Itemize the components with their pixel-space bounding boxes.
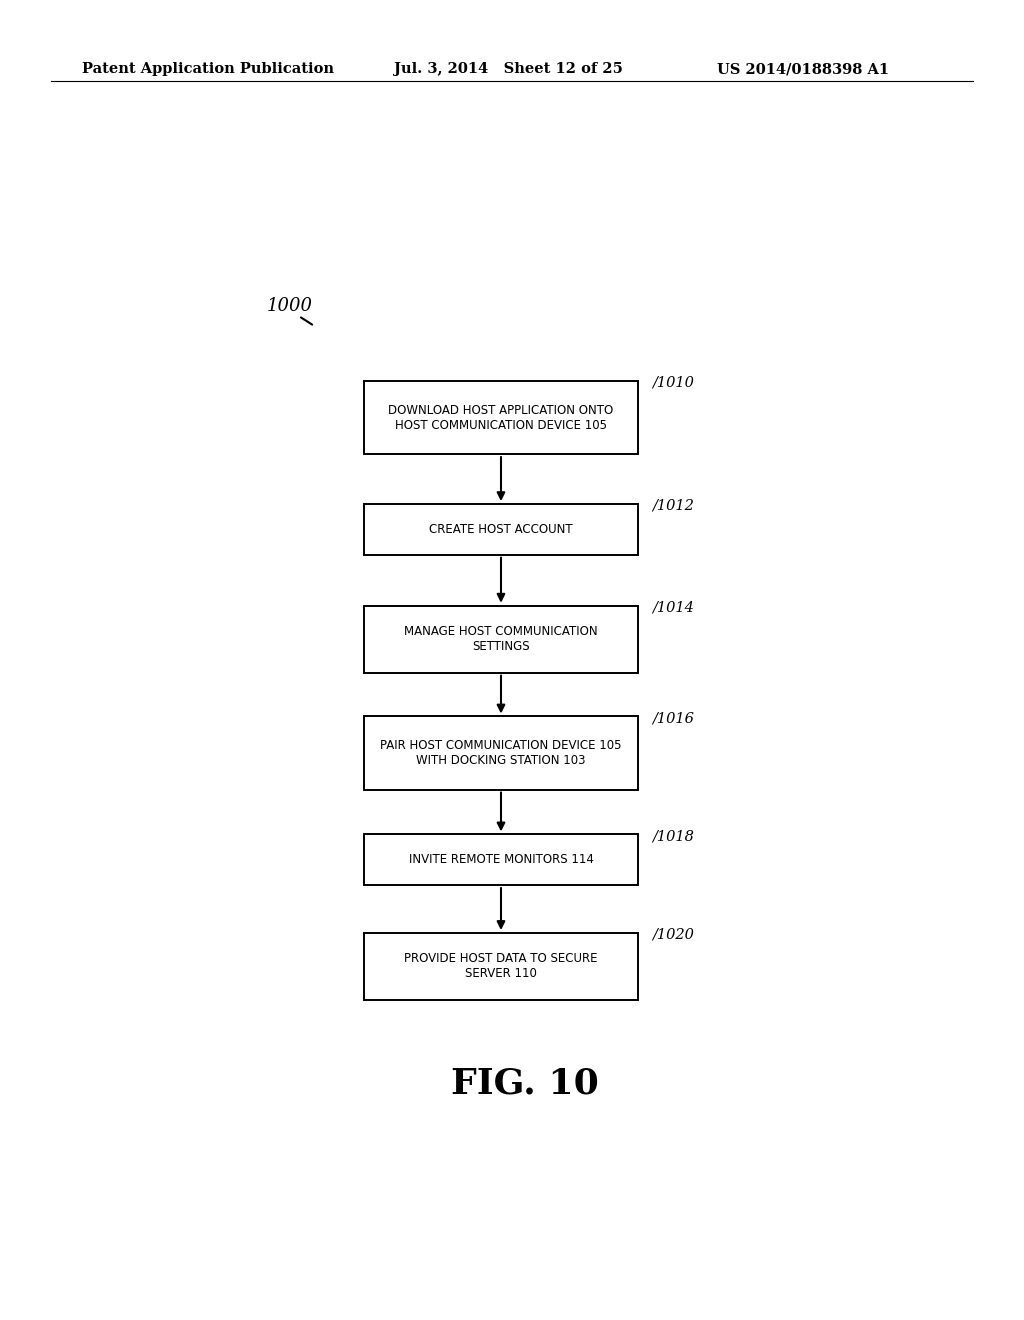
Text: CREATE HOST ACCOUNT: CREATE HOST ACCOUNT [429, 523, 572, 536]
Bar [365, 381, 638, 454]
Text: /1012: /1012 [652, 499, 694, 513]
Text: /1020: /1020 [652, 928, 694, 941]
Text: US 2014/0188398 A1: US 2014/0188398 A1 [717, 62, 889, 77]
Text: DOWNLOAD HOST APPLICATION ONTO
HOST COMMUNICATION DEVICE 105: DOWNLOAD HOST APPLICATION ONTO HOST COMM… [388, 404, 613, 432]
Bar [365, 606, 638, 673]
Bar [365, 933, 638, 1001]
Bar [365, 717, 638, 789]
Text: Jul. 3, 2014   Sheet 12 of 25: Jul. 3, 2014 Sheet 12 of 25 [394, 62, 624, 77]
Text: MANAGE HOST COMMUNICATION
SETTINGS: MANAGE HOST COMMUNICATION SETTINGS [404, 626, 598, 653]
Bar [365, 834, 638, 886]
Text: PAIR HOST COMMUNICATION DEVICE 105
WITH DOCKING STATION 103: PAIR HOST COMMUNICATION DEVICE 105 WITH … [380, 739, 622, 767]
Text: PROVIDE HOST DATA TO SECURE
SERVER 110: PROVIDE HOST DATA TO SECURE SERVER 110 [404, 953, 598, 981]
Text: INVITE REMOTE MONITORS 114: INVITE REMOTE MONITORS 114 [409, 853, 594, 866]
Text: FIG. 10: FIG. 10 [451, 1067, 599, 1101]
Text: /1010: /1010 [652, 376, 694, 389]
Bar [365, 504, 638, 554]
Text: 1000: 1000 [267, 297, 313, 314]
Text: Patent Application Publication: Patent Application Publication [82, 62, 334, 77]
Text: /1018: /1018 [652, 829, 694, 843]
Text: /1016: /1016 [652, 711, 694, 725]
Text: /1014: /1014 [652, 601, 694, 615]
